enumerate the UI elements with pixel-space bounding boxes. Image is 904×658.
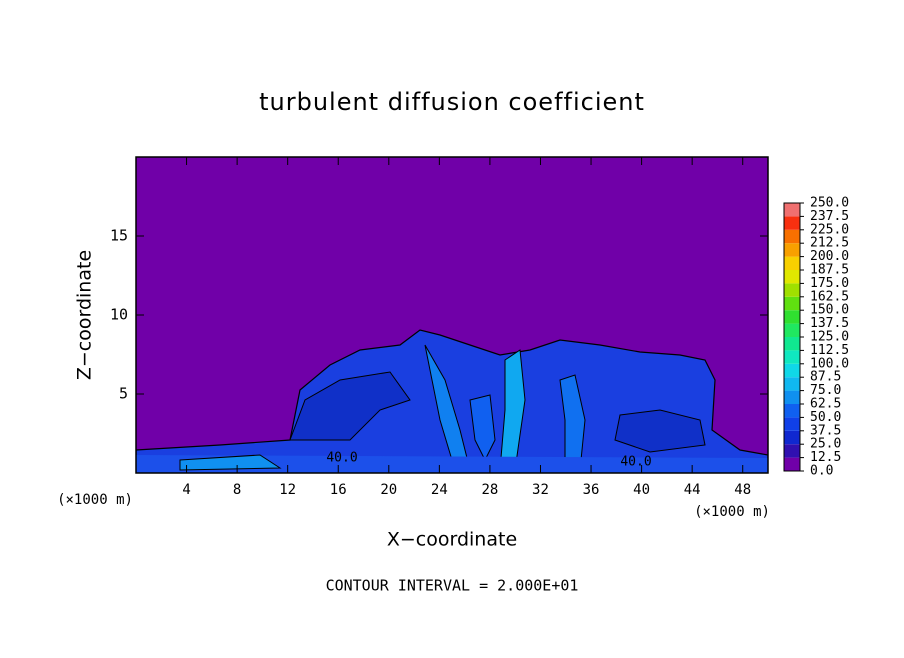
- colorbar-label: 200.0: [810, 249, 849, 264]
- x-tick-label: 28: [481, 482, 498, 498]
- x-tick-label: 32: [532, 482, 549, 498]
- x-unit-label: (×1000 m): [57, 492, 133, 508]
- y-tick-label: 5: [119, 385, 128, 403]
- colorbar-swatch: [784, 323, 800, 337]
- x-tick-label: 4: [182, 482, 190, 498]
- colorbar-label: 112.5: [810, 343, 849, 358]
- colorbar-label: 37.5: [810, 423, 841, 438]
- colorbar-swatch: [784, 283, 800, 297]
- colorbar-label: 175.0: [810, 276, 849, 291]
- x-tick-label: 8: [233, 482, 241, 498]
- x-tick-label: 16: [330, 482, 347, 498]
- x-unit-label: (×1000 m): [694, 504, 770, 520]
- colorbar-swatch: [784, 256, 800, 270]
- contour-label: 40.0: [326, 451, 357, 466]
- colorbar-label: 12.5: [810, 450, 841, 465]
- colorbar-label: 137.5: [810, 316, 849, 331]
- field-region: [136, 455, 768, 473]
- x-tick-label: 24: [431, 482, 448, 498]
- colorbar-label: 87.5: [810, 370, 841, 385]
- colorbar-swatch: [784, 430, 800, 445]
- x-tick-label: 12: [279, 482, 296, 498]
- field-region: [614, 409, 706, 453]
- field-region: [469, 394, 496, 462]
- field-region: [179, 454, 282, 471]
- field: [136, 329, 768, 473]
- x-axis-label: X−coordinate: [387, 529, 517, 551]
- colorbar-label: 250.0: [810, 196, 849, 211]
- colorbar-label: 75.0: [810, 383, 841, 398]
- x-tick-label: 44: [684, 482, 701, 498]
- colorbar-swatch: [784, 243, 800, 257]
- y-tick-label: 15: [110, 227, 128, 245]
- colorbar-swatch: [784, 229, 800, 244]
- colorbar-swatch: [784, 337, 800, 351]
- x-tick-label: 40: [633, 482, 650, 498]
- colorbar-swatch: [784, 270, 800, 284]
- colorbar-label: 212.5: [810, 236, 849, 251]
- colorbar-label: 25.0: [810, 437, 841, 452]
- contour-label: 40.0: [620, 455, 651, 470]
- colorbar-label: 237.5: [810, 209, 849, 224]
- colorbar-swatch: [784, 203, 800, 217]
- chart-title: turbulent diffusion coefficient: [259, 88, 645, 116]
- colorbar-swatch: [784, 296, 800, 311]
- colorbar-label: 125.0: [810, 330, 849, 345]
- colorbar-label: 225.0: [810, 222, 849, 237]
- colorbar-swatch: [784, 363, 800, 378]
- colorbar-swatch: [784, 377, 800, 391]
- colorbar-label: 62.5: [810, 397, 841, 412]
- colorbar-swatch: [784, 216, 800, 230]
- colorbar-swatch: [784, 404, 800, 418]
- x-tick-label: 36: [583, 482, 600, 498]
- colorbar-label: 50.0: [810, 410, 841, 425]
- field-region: [289, 371, 411, 441]
- colorbar-swatch: [784, 457, 800, 471]
- x-tick-label: 48: [734, 482, 751, 498]
- colorbar-swatch: [784, 444, 800, 458]
- colorbar-swatch: [784, 390, 800, 404]
- colorbar-label: 100.0: [810, 356, 849, 371]
- colorbar-label: 0.0: [810, 464, 833, 479]
- colorbar-swatch: [784, 350, 800, 364]
- y-axis-label: Z−coordinate: [74, 250, 96, 380]
- colorbar-swatch: [784, 417, 800, 431]
- colorbar-label: 187.5: [810, 263, 849, 278]
- x-tick-label: 20: [380, 482, 397, 498]
- y-tick-label: 10: [110, 306, 128, 324]
- annotation: CONTOUR INTERVAL = 2.000E+01: [326, 577, 579, 595]
- colorbar-label: 150.0: [810, 303, 849, 318]
- colorbar-label: 162.5: [810, 289, 849, 304]
- colorbar-swatch: [784, 310, 800, 324]
